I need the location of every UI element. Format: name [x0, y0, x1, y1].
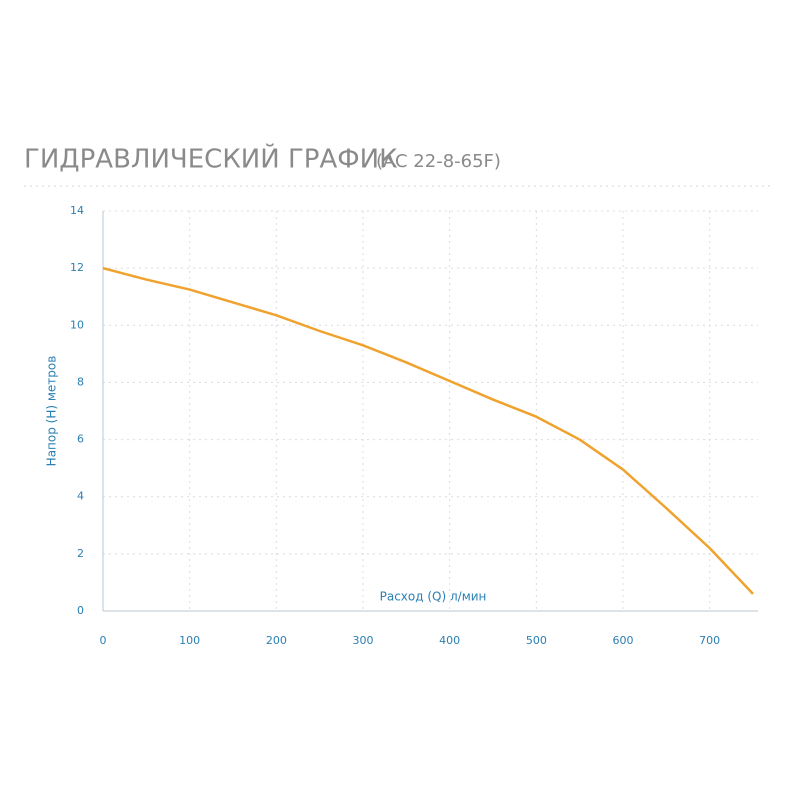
x-tick-label: 500 [526, 634, 547, 647]
x-axis-label: Расход (Q) л/мин [380, 590, 487, 604]
y-tick-label: 14 [70, 204, 84, 217]
x-tick-label: 600 [613, 634, 634, 647]
y-tick-label: 6 [77, 433, 84, 446]
curve [102, 266, 754, 595]
y-tick-label: 4 [77, 490, 84, 503]
x-tick-label: 400 [439, 634, 460, 647]
x-tick-label: 100 [179, 634, 200, 647]
x-tick-label: 700 [699, 634, 720, 647]
x-tick-label: 200 [266, 634, 287, 647]
x-tick-label: 300 [353, 634, 374, 647]
y-tick-label: 8 [77, 375, 84, 388]
y-tick-label: 0 [77, 604, 84, 617]
y-tick-label: 10 [70, 318, 84, 331]
x-tick-label: 0 [100, 634, 107, 647]
y-axis-label: Напор (Н) метров [45, 356, 59, 467]
y-tick-label: 12 [70, 261, 84, 274]
chart-subtitle: (AC 22-8-65F) [376, 151, 501, 172]
y-tick-label: 2 [77, 547, 84, 560]
chart-title: ГИДРАВЛИЧЕСКИЙ ГРАФИК [24, 143, 398, 175]
